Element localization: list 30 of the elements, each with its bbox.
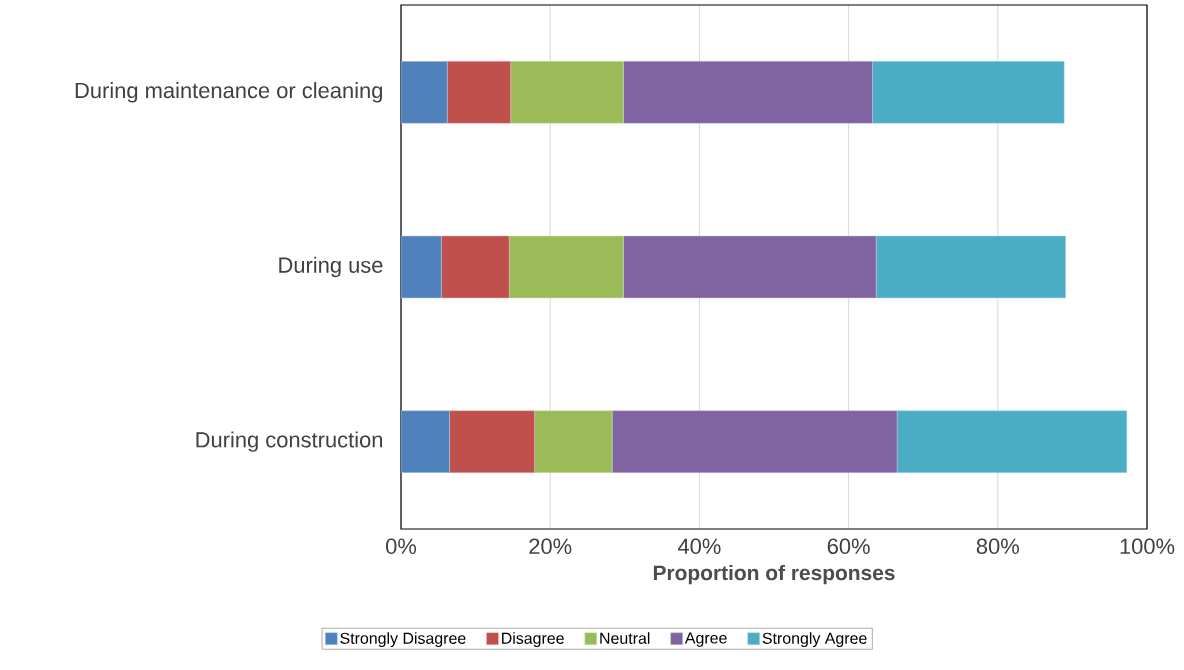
legend-label: Strongly Disagree (340, 632, 466, 648)
bar (872, 61, 1065, 124)
bar (449, 410, 535, 473)
bar (510, 61, 624, 124)
bar (623, 61, 873, 124)
bar (611, 410, 898, 473)
y-tick-label: During construction (196, 431, 383, 452)
bar (447, 61, 511, 124)
legend-label: Neutral (600, 632, 650, 644)
bar (508, 235, 624, 299)
legend-label: Agree (684, 632, 727, 647)
bar (441, 235, 510, 299)
bar (401, 410, 450, 473)
bar (401, 235, 442, 299)
x-tick-label: 60% (827, 538, 870, 555)
legend-label: Strongly Agree (762, 632, 867, 648)
y-tick-label: During maintenance or cleaning (75, 82, 382, 103)
bar (896, 410, 1128, 473)
bar (534, 410, 613, 473)
x-tick-label: 80% (976, 538, 1019, 555)
legend-label: Disagree (502, 632, 564, 648)
bar (623, 235, 877, 299)
x-tick-label: 40% (677, 538, 721, 555)
bar (401, 61, 448, 124)
bar (875, 235, 1066, 299)
y-tick-label: During use (279, 256, 383, 278)
x-axis-title: Proportion of responses (653, 564, 895, 585)
x-tick-label: 20% (529, 538, 572, 555)
x-tick-label: 100% (1120, 538, 1175, 555)
x-tick-label: 0% (386, 538, 417, 555)
